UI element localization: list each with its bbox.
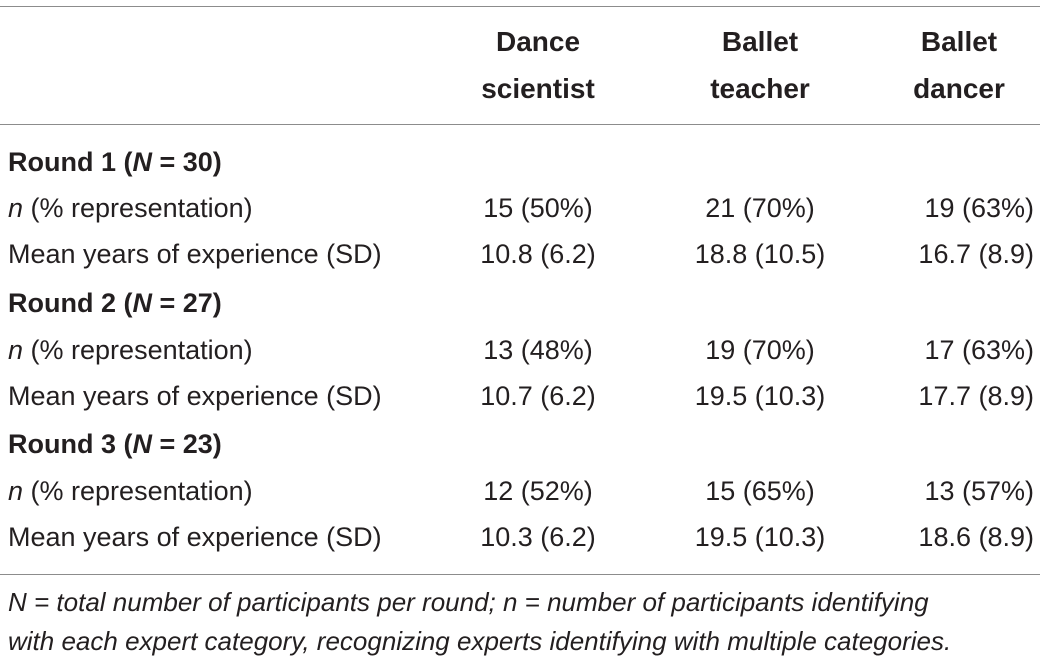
cell: 13 (48%) [483,335,593,365]
cell: 10.7 (6.2) [480,381,596,411]
row-label: n (% representation) [8,327,253,374]
cell: 16.7 (8.9) [918,239,1034,269]
cell: 10.3 (6.2) [480,522,596,552]
cell: 17.7 (8.9) [918,381,1034,411]
round-title-row: Round 1 (N = 30) [0,139,1040,186]
table-footnote: N = total number of participants per rou… [8,583,1038,661]
row-label: Mean years of experience (SD) [8,381,382,411]
cell: 10.8 (6.2) [480,239,596,269]
cell: 15 (50%) [483,193,593,223]
cell: 18.8 (10.5) [694,239,826,269]
cell: 19 (70%) [705,335,815,365]
cell: 19 (63%) [924,193,1034,223]
footnote-line: N = total number of participants per rou… [8,587,929,617]
round-title-suffix: = 23) [151,429,222,459]
round-title-prefix: Round 2 ( [8,288,133,318]
col-header-line2: teacher [710,73,810,104]
col-header-ballet-teacher: Ballet teacher [662,18,858,112]
top-rule [0,6,1040,7]
cell: 19.5 (10.3) [694,522,826,552]
cell: 19.5 (10.3) [694,381,826,411]
col-header-dance-scientist: Dance scientist [440,18,636,112]
col-header-ballet-dancer: Ballet dancer [884,18,1034,112]
table-row: Mean years of experience (SD) 10.7 (6.2)… [0,373,1040,420]
cell: 21 (70%) [705,193,815,223]
col-header-line1: Ballet [721,26,799,57]
table-row: n (% representation) 15 (50%) 21 (70%) 1… [0,185,1040,232]
round-title-suffix: = 30) [151,147,222,177]
col-header-line1: Dance [495,26,581,57]
row-label-rest: (% representation) [23,193,253,223]
cell: 15 (65%) [705,476,815,506]
table-row: n (% representation) 13 (48%) 19 (70%) 1… [0,327,1040,374]
cell: 17 (63%) [924,335,1034,365]
row-label: n (% representation) [8,185,253,232]
round-title-prefix: Round 1 ( [8,147,133,177]
round-title-var: N [132,429,152,459]
row-label-var: n [8,335,24,365]
round-title: Round 2 (N = 27) [8,280,222,327]
table-row: n (% representation) 12 (52%) 15 (65%) 1… [0,468,1040,515]
footnote-line: with each expert category, recognizing e… [8,626,952,656]
row-label-rest: (% representation) [23,335,253,365]
row-label-var: n [8,193,24,223]
round-title: Round 1 (N = 30) [8,139,222,186]
round-title-suffix: = 27) [151,288,222,318]
row-label: Mean years of experience (SD) [8,522,382,552]
col-header-line1: Ballet [920,26,998,57]
row-label: n (% representation) [8,468,253,515]
row-label: Mean years of experience (SD) [8,239,382,269]
header-rule [0,124,1040,125]
cell: 12 (52%) [483,476,593,506]
round-title-prefix: Round 3 ( [8,429,133,459]
col-header-line2: dancer [913,73,1005,104]
bottom-rule [0,574,1040,575]
table-row: Mean years of experience (SD) 10.8 (6.2)… [0,231,1040,278]
round-title-row: Round 3 (N = 23) [0,421,1040,468]
round-title-var: N [132,147,152,177]
round-title-row: Round 2 (N = 27) [0,280,1040,327]
cell: 18.6 (8.9) [918,522,1034,552]
row-label-rest: (% representation) [23,476,253,506]
round-title: Round 3 (N = 23) [8,421,222,468]
table-row: Mean years of experience (SD) 10.3 (6.2)… [0,514,1040,561]
col-header-line2: scientist [481,73,595,104]
row-label-var: n [8,476,24,506]
cell: 13 (57%) [924,476,1034,506]
round-title-var: N [132,288,152,318]
